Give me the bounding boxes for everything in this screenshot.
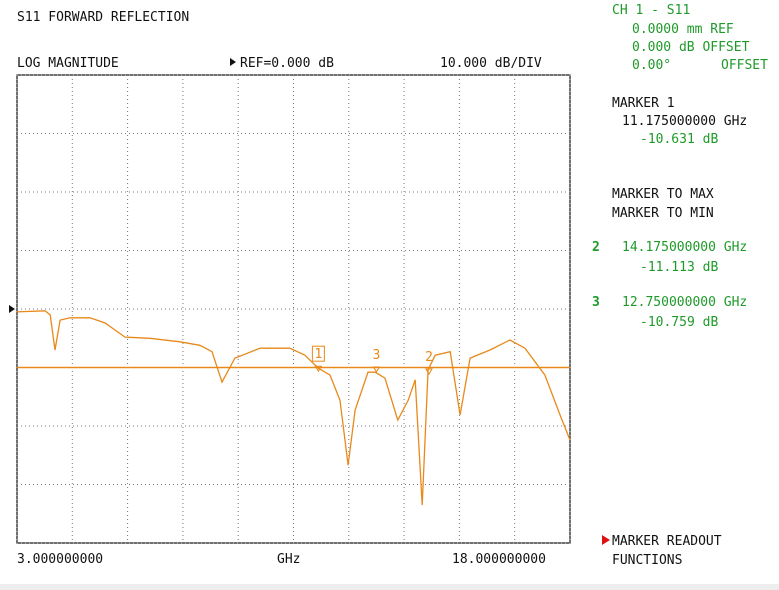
marker bbox=[372, 366, 381, 373]
menu-item[interactable]: MARKER TO MIN bbox=[612, 206, 714, 221]
marker3-value: -10.759 dB bbox=[640, 315, 718, 330]
marker bbox=[425, 368, 433, 375]
x-start-label: 3.000000000 bbox=[17, 552, 103, 567]
marker-box bbox=[311, 345, 325, 362]
channel: CH 1 - S11 bbox=[612, 3, 690, 18]
ref-arrow-icon bbox=[230, 58, 236, 66]
marker3-freq: 12.750000000 GHz bbox=[622, 295, 747, 310]
x-unit-label: GHz bbox=[277, 552, 300, 567]
scale: 10.000 dB/DIV bbox=[440, 56, 542, 71]
marker-label: 3 bbox=[373, 348, 381, 363]
softkey[interactable]: FUNCTIONS bbox=[612, 553, 682, 568]
marker bbox=[314, 365, 323, 373]
title: S11 FORWARD REFLECTION bbox=[17, 10, 189, 25]
offset-db: 0.000 dB OFFSET bbox=[632, 40, 750, 55]
marker-label: 1 bbox=[314, 347, 322, 362]
ref-level-arrow bbox=[9, 305, 15, 313]
marker2-label: 2 bbox=[592, 240, 600, 255]
trace bbox=[16, 310, 571, 506]
marker1-freq: 11.175000000 GHz bbox=[622, 114, 747, 129]
marker1-value: -10.631 dB bbox=[640, 132, 718, 147]
menu-item[interactable]: MARKER TO MAX bbox=[612, 187, 714, 202]
x-end-label: 18.000000000 bbox=[452, 552, 546, 567]
bottom-band bbox=[0, 584, 779, 590]
marker1-title: MARKER 1 bbox=[612, 96, 675, 111]
marker3-label: 3 bbox=[592, 295, 600, 310]
softkey[interactable]: MARKER READOUT bbox=[612, 534, 722, 549]
ref-plane: 0.0000 mm REF bbox=[632, 22, 734, 37]
softkey-arrow bbox=[602, 535, 610, 545]
marker2-value: -11.113 dB bbox=[640, 260, 718, 275]
format: LOG MAGNITUDE bbox=[17, 56, 119, 71]
offset-phase-label: OFFSET bbox=[721, 58, 768, 73]
offset-phase: 0.00° bbox=[632, 58, 671, 73]
ref: REF=0.000 dB bbox=[240, 56, 334, 71]
marker2-freq: 14.175000000 GHz bbox=[622, 240, 747, 255]
marker-label: 2 bbox=[425, 350, 433, 365]
